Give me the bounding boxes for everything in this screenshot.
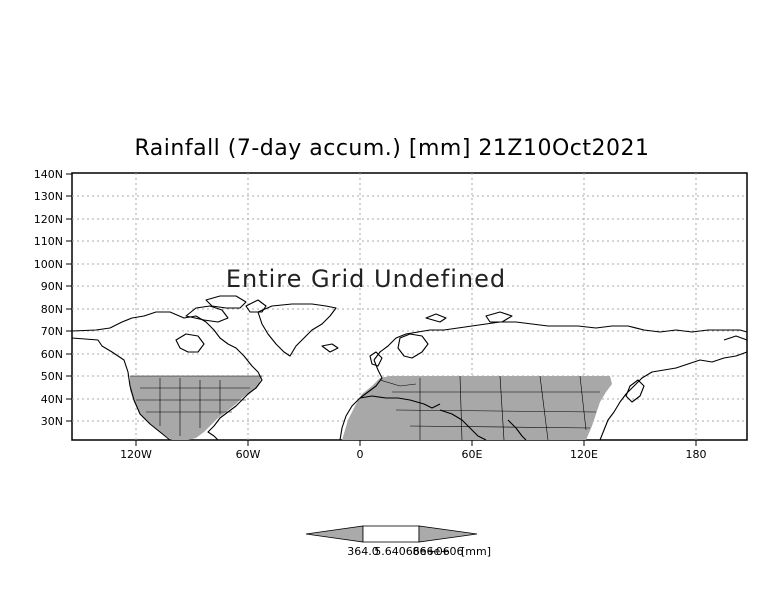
lat-label: 120N xyxy=(34,213,63,226)
lat-label: 100N xyxy=(34,258,63,271)
lon-label: 120W xyxy=(120,448,152,461)
colorbar-low-label: 364.0 xyxy=(347,545,379,558)
lat-label: 30N xyxy=(41,415,63,428)
undefined-grid-message: Entire Grid Undefined xyxy=(226,265,506,293)
lon-label: 60W xyxy=(236,448,261,461)
lat-label: 130N xyxy=(34,190,63,203)
colorbar-high-triangle xyxy=(418,525,478,543)
colorbar: 364.0 5.64066e+06 866e+06 [mm] xyxy=(305,525,491,558)
lon-label: 180 xyxy=(686,448,707,461)
colorbar-units: [mm] xyxy=(461,545,491,558)
lat-label: 140N xyxy=(34,168,63,181)
colorbar-segment xyxy=(362,525,420,543)
lon-label: 60E xyxy=(462,448,483,461)
lat-label: 110N xyxy=(34,235,63,248)
lat-label: 80N xyxy=(41,303,63,316)
lat-label: 70N xyxy=(41,325,63,338)
colorbar-low-triangle xyxy=(305,525,364,543)
map-title: Rainfall (7-day accum.) [mm] 21Z10Oct202… xyxy=(134,136,650,161)
borders xyxy=(130,375,600,441)
lat-label: 90N xyxy=(41,280,63,293)
lat-label: 40N xyxy=(41,393,63,406)
lon-label: 120E xyxy=(570,448,598,461)
lat-label: 60N xyxy=(41,348,63,361)
lon-label: 0 xyxy=(357,448,364,461)
latitude-axis: 140N 130N 120N 110N 100N 90N 80N 70N 60N… xyxy=(34,168,72,428)
colorbar-overlap-label: 5.64066e+06 xyxy=(374,545,449,558)
longitude-axis: 120W 60W 0 60E 120E 180 xyxy=(120,440,707,461)
coastlines xyxy=(71,295,748,441)
colorbar-mid-label: 866e+06 xyxy=(413,545,464,558)
lat-label: 50N xyxy=(41,370,63,383)
